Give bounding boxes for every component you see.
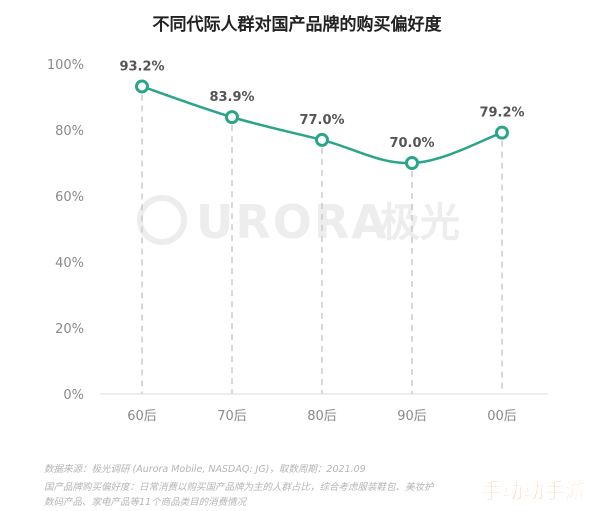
- data-point: [495, 125, 509, 140]
- data-label: 93.2%: [119, 59, 164, 74]
- data-point: [225, 110, 239, 125]
- data-label: 70.0%: [389, 136, 434, 151]
- y-tick-label: 100%: [47, 58, 84, 73]
- x-tick-label: 70后: [217, 409, 247, 424]
- data-label: 77.0%: [299, 113, 344, 128]
- data-label: 83.9%: [209, 90, 254, 105]
- x-axis: 60后 70后 80后 90后 00后: [127, 409, 517, 424]
- y-tick-label: 60%: [55, 190, 84, 205]
- note-definition-cont: 数码产品、家电产品等11个商品类目的消费情况: [44, 496, 248, 508]
- y-tick-label: 0%: [63, 388, 84, 403]
- note-definition: 国产品牌购买偏好度：日常消费以购买国产品牌为主的人群占比，综合考虑服装鞋包、美妆…: [44, 481, 435, 493]
- note-source: 数据来源：极光调研 (Aurora Mobile, NASDAQ: JG)，取数…: [44, 464, 366, 475]
- guide-lines: [141, 94, 503, 394]
- chart-title: 不同代际人群对国产品牌的购买偏好度: [153, 14, 443, 35]
- source-notes: 数据来源：极光调研 (Aurora Mobile, NASDAQ: JG)，取数…: [44, 464, 435, 508]
- data-label: 79.2%: [479, 106, 524, 121]
- x-tick-label: 90后: [397, 409, 427, 424]
- corner-badge: 手动动手游: [481, 479, 586, 503]
- data-points: [135, 79, 509, 170]
- data-labels: 93.2% 83.9% 77.0% 70.0% 79.2%: [119, 59, 524, 151]
- x-tick-label: 80后: [307, 409, 337, 424]
- data-point: [315, 132, 329, 147]
- y-tick-label: 40%: [55, 256, 84, 271]
- watermark-text: URORA: [196, 195, 389, 249]
- x-tick-label: 60后: [127, 409, 157, 424]
- watermark: URORA 极光: [137, 195, 460, 249]
- watermark-cn: 极光: [380, 200, 460, 246]
- watermark-logo-icon: [137, 195, 187, 245]
- data-point: [405, 156, 419, 170]
- y-axis: 0% 20% 40% 60% 80% 100%: [47, 58, 84, 403]
- y-tick-label: 80%: [55, 124, 84, 139]
- x-tick-label: 00后: [487, 409, 517, 424]
- data-point: [135, 79, 149, 94]
- y-tick-label: 20%: [55, 322, 84, 337]
